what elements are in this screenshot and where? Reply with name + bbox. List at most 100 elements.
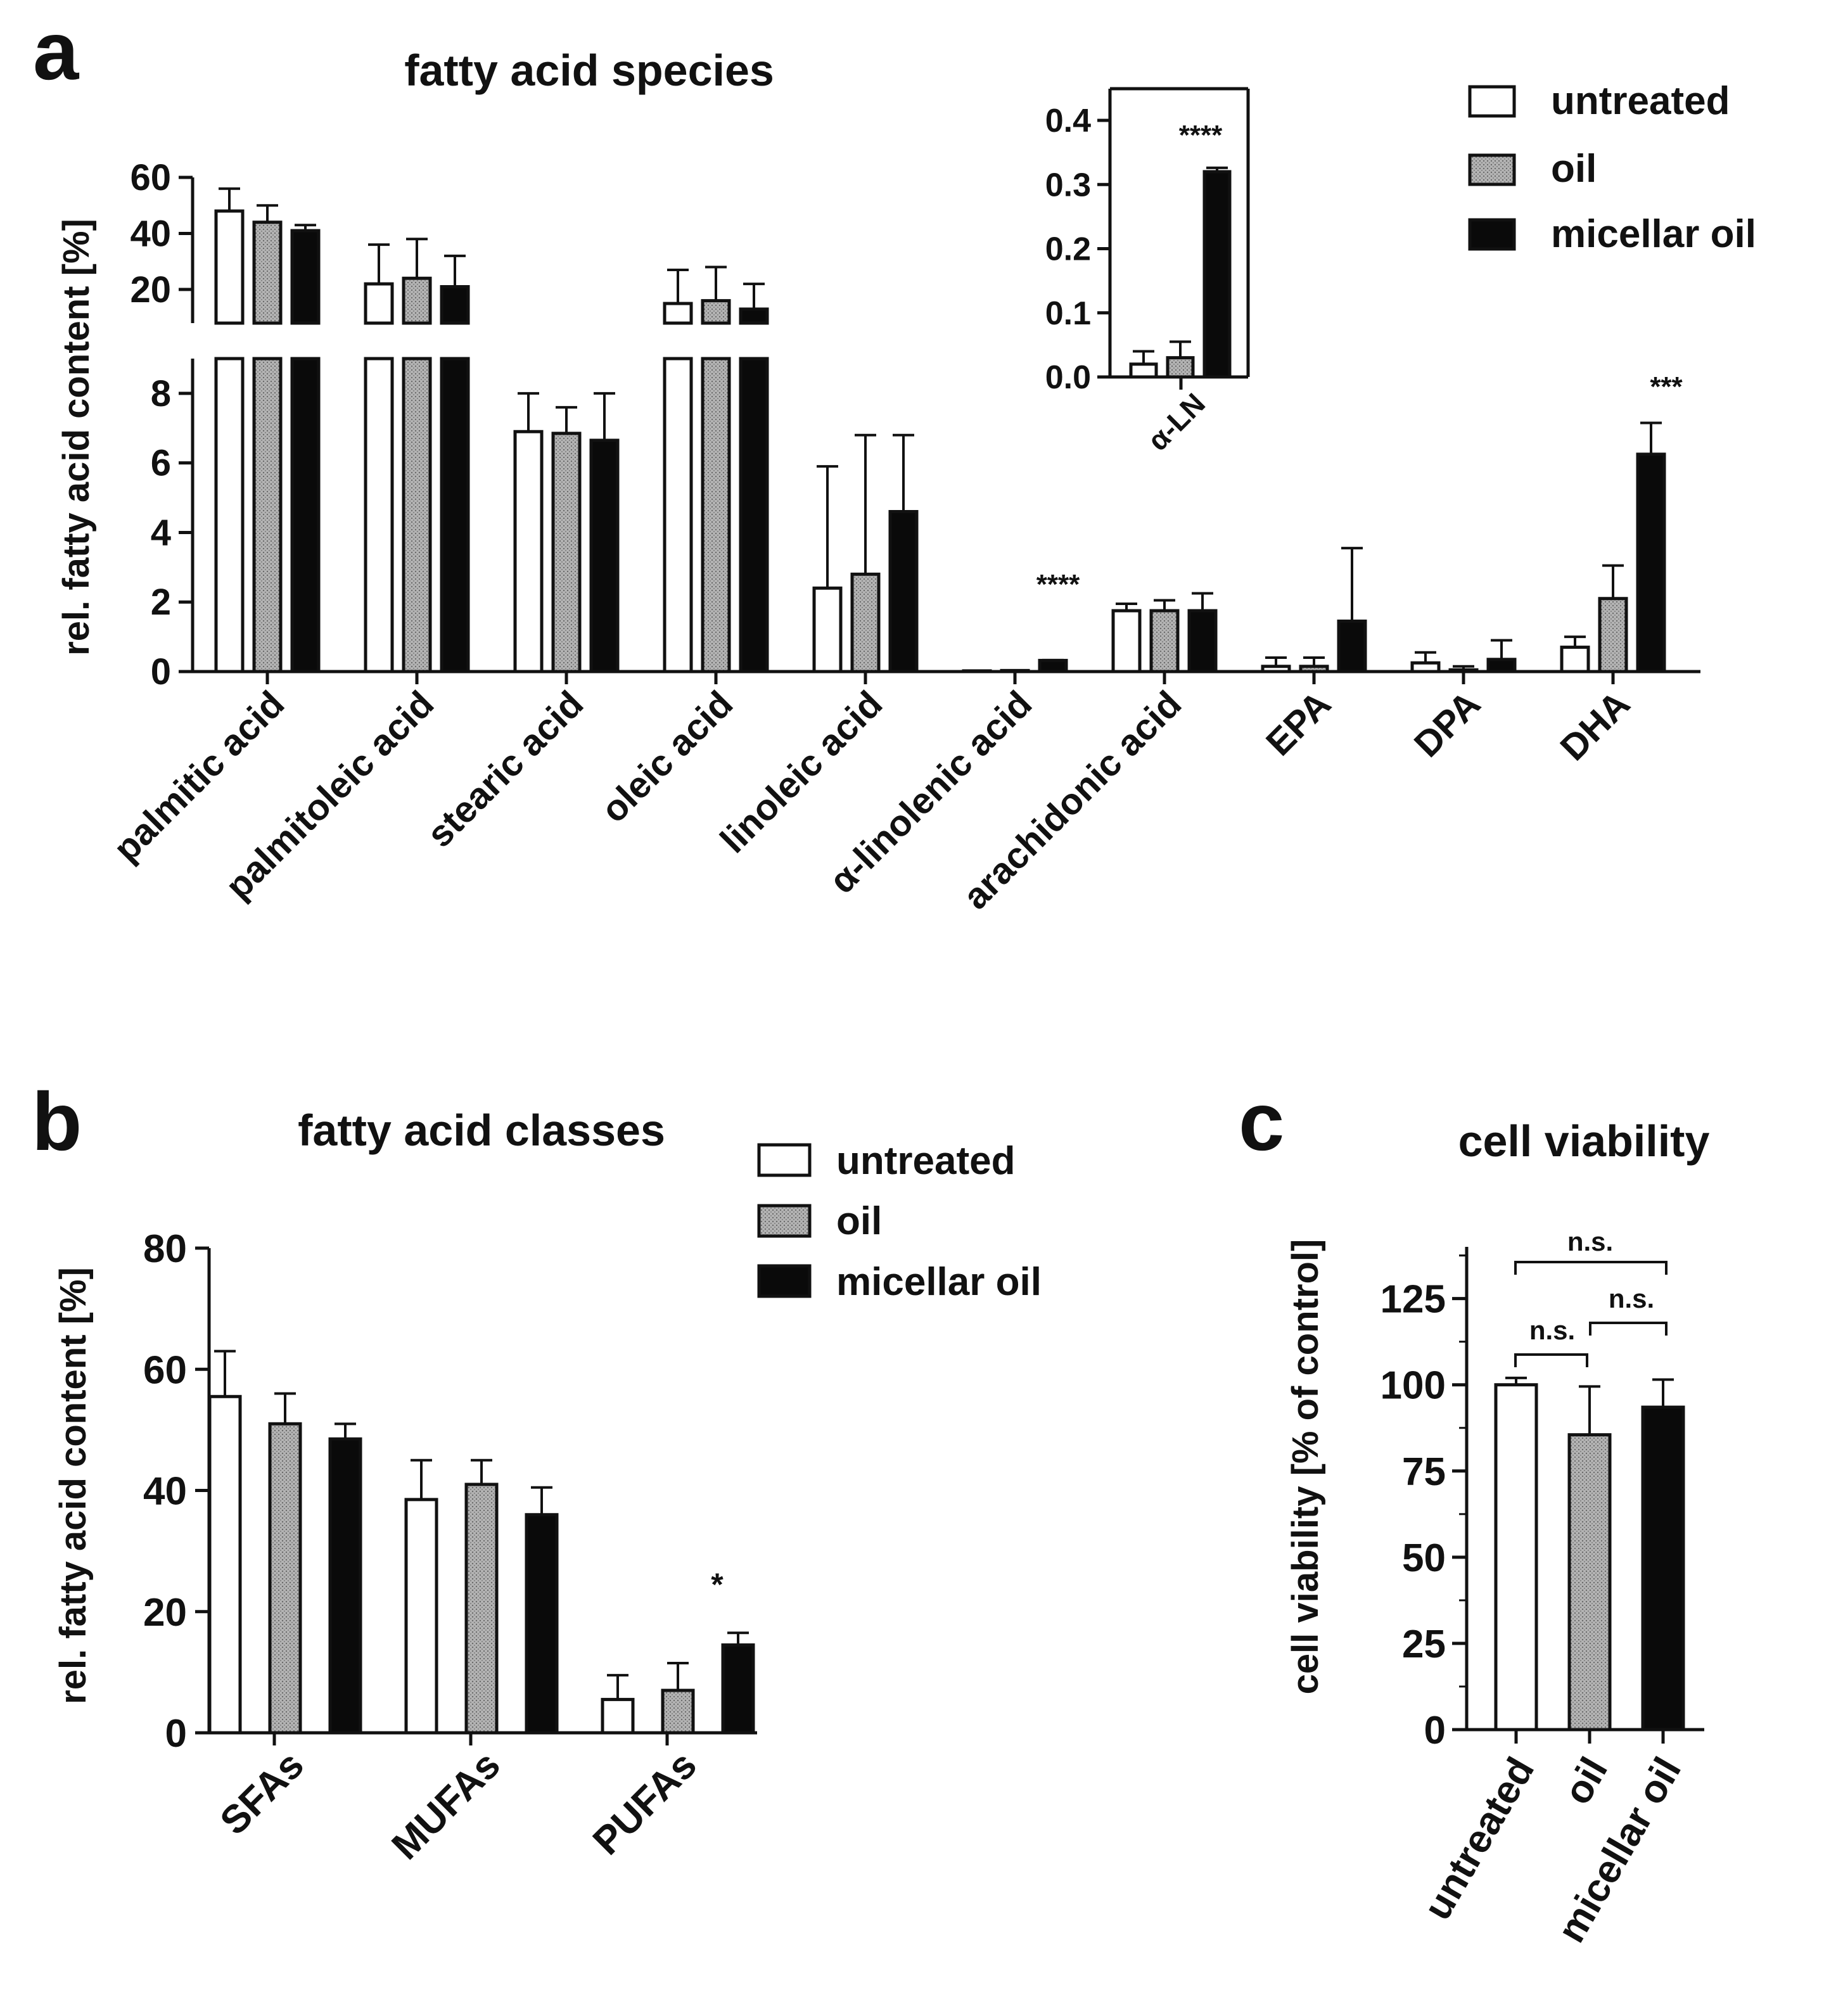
inset-bar-untreated-error	[1133, 350, 1154, 364]
bar-b-pufas-micellar-oil-error	[727, 1631, 749, 1645]
bar-b-sfas-untreated-error	[214, 1349, 236, 1397]
panel-b-y-axis-label: rel. fatty acid content [%]	[53, 1267, 94, 1704]
bar-a-stearic-acid-micellar-oil	[589, 438, 620, 673]
panel-a-star-dha: ***	[1650, 371, 1683, 402]
bar-b-sfas-oil-error	[274, 1392, 296, 1424]
bar-b-sfas-micellar-oil	[328, 1437, 362, 1735]
bar-c-untreated	[1494, 1383, 1538, 1732]
panel-a-tick-label-40: 40	[130, 213, 171, 254]
bar-a-linoleic-acid-micellar-oil-error	[893, 433, 914, 512]
bar-b-mufas-micellar-oil-error	[531, 1486, 552, 1515]
bar-a-palmitic-acid-untreated-error	[219, 187, 240, 212]
bar-a-palmitic-acid-micellar-oil-upper	[290, 229, 321, 325]
panel-c-title: cell viability	[1458, 1116, 1710, 1166]
panel-a-y-axis-label: rel. fatty acid content [%]	[56, 219, 97, 656]
inset-tick-label-0-2: 0.2	[1045, 231, 1091, 268]
bar-c-oil	[1567, 1433, 1612, 1732]
panel-a-tick-label-2: 2	[151, 582, 171, 623]
bar-a-dha-micellar-oil-error	[1640, 421, 1662, 454]
panel-c-bars	[1494, 1376, 1685, 1744]
legend-b-micellar-swatch	[757, 1264, 812, 1298]
bar-a-linoleic-acid-micellar-oil	[888, 510, 919, 673]
bar-a-palmitoleic-acid-micellar-oil-lower	[440, 357, 470, 673]
panel-c-tick-label-125: 125	[1381, 1278, 1446, 1322]
bar-a-dpa-micellar-oil-error	[1491, 639, 1512, 660]
bar-a-palmitoleic-acid-untreated-error	[368, 243, 390, 284]
bar-b-pufas-untreated	[601, 1697, 635, 1735]
panel-a-tick-label-4: 4	[151, 512, 171, 553]
panel-a-x-label-epa: EPA	[1258, 683, 1339, 763]
bar-b-pufas-untreated-error	[607, 1674, 628, 1700]
inset-tick-label-0-4: 0.4	[1045, 103, 1091, 139]
bar-a-stearic-acid-micellar-oil-error	[594, 392, 615, 440]
panel-b: b fatty acid classes rel. fatty acid con…	[32, 1075, 1042, 1868]
bar-c-micellar-oil-error	[1652, 1378, 1674, 1408]
bar-a-palmitoleic-acid-micellar-oil-error	[444, 254, 466, 287]
legend-b-oil-label: oil	[836, 1199, 882, 1243]
panel-a-x-label-dpa: DPA	[1406, 683, 1489, 765]
bar-a-oleic-acid-untreated-lower	[663, 357, 693, 673]
panel-a-title: fatty acid species	[404, 46, 774, 95]
bar-a-dpa-micellar-oil	[1486, 658, 1517, 673]
inset-bars	[1129, 166, 1232, 379]
panel-c-ticks: 0 25 50 75 100 125	[1381, 1254, 1467, 1752]
ns-untreated-oil: n.s.	[1529, 1315, 1575, 1345]
bar-a-epa-untreated	[1261, 665, 1291, 673]
bar-a-palmitic-acid-micellar-oil-lower	[290, 357, 321, 673]
legend-a-oil-label: oil	[1551, 147, 1597, 191]
panel-b-ticks: 0 20 40 60 80	[143, 1227, 209, 1756]
bar-a-palmitoleic-acid-oil-upper	[402, 276, 432, 325]
bar-b-mufas-oil-error	[471, 1458, 492, 1484]
panel-a-tick-label-20: 20	[130, 269, 171, 310]
inset-bar-micellar-oil	[1202, 170, 1232, 379]
panel-c-tick-label-75: 75	[1402, 1450, 1446, 1494]
panel-c-tick-label-50: 50	[1402, 1536, 1446, 1580]
bar-a-arachidonic-acid-untreated-error	[1116, 602, 1137, 611]
legend-a-micellar-swatch	[1468, 218, 1516, 251]
bar-a-linoleic-acid-oil-error	[855, 433, 876, 575]
panel-b-tick-label-60: 60	[143, 1348, 187, 1392]
legend-b-untreated-swatch	[757, 1143, 812, 1177]
bar-c-oil-error	[1579, 1385, 1600, 1435]
bar-c-untreated-error	[1505, 1376, 1527, 1385]
panel-c-x-label-oil: oil	[1555, 1751, 1616, 1812]
panel-b-x-label-pufas: PUFAs	[585, 1743, 705, 1863]
bar-a-dha-oil-error	[1602, 564, 1624, 599]
bar-b-mufas-oil	[464, 1483, 499, 1735]
panel-b-tick-label-80: 80	[143, 1227, 187, 1271]
panel-a-x-label-dha: DHA	[1552, 683, 1638, 769]
bar-a-oleic-acid-micellar-oil-upper	[739, 307, 769, 325]
ns-untreated-micellar: n.s.	[1567, 1227, 1613, 1256]
inset-bar-oil	[1166, 356, 1195, 379]
bar-a-palmitoleic-acid-oil-error	[406, 238, 428, 279]
panel-a-inset: 0.0 0.1 0.2 0.3 0.4 α-LN ****	[1045, 87, 1250, 457]
panel-c-y-axis-label: cell viability [% of control]	[1285, 1239, 1326, 1695]
bar-a-linoleic-acid-untreated-error	[817, 465, 838, 589]
bar-a-palmitic-acid-untreated-lower	[214, 357, 245, 673]
panel-b-tick-label-20: 20	[143, 1591, 187, 1635]
panel-a-x-label-oleic-acid: oleic acid	[593, 683, 741, 831]
bar-a-arachidonic-acid-oil	[1149, 609, 1180, 673]
bar-a-stearic-acid-oil-error	[556, 405, 577, 434]
inset-x-tick-label: α-LN	[1141, 386, 1211, 457]
bar-a-dpa-oil-error	[1453, 665, 1474, 670]
panel-c-significance: n.s. n.s. n.s.	[1514, 1227, 1668, 1367]
bar-a-epa-untreated-error	[1265, 656, 1287, 667]
bar-a-linoleic-acid-untreated	[812, 586, 843, 673]
bar-a-palmitic-acid-oil-lower	[252, 357, 283, 673]
bar-a-oleic-acid-untreated-error	[667, 268, 689, 304]
panel-b-tick-label-0: 0	[165, 1712, 187, 1756]
panel-c-tick-label-0: 0	[1424, 1709, 1446, 1752]
panel-a-tick-label-0: 0	[151, 651, 171, 692]
bar-a-arachidonic-acid-micellar-oil	[1187, 609, 1218, 673]
bar-b-mufas-micellar-oil	[525, 1513, 559, 1735]
bar-a-linolenic-acid-untreated	[962, 669, 992, 673]
legend-a-micellar-label: micellar oil	[1551, 212, 1756, 256]
bar-a-dpa-oil	[1448, 668, 1479, 673]
inset-bar-micellar-oil-error	[1206, 166, 1228, 172]
inset-tick-label-0-0: 0.0	[1045, 359, 1091, 396]
legend-a-oil-swatch	[1468, 153, 1516, 186]
inset-bar-oil-error	[1170, 340, 1191, 358]
panel-a-ticks: 0 2 4 6 8 20 40 60	[130, 157, 193, 692]
